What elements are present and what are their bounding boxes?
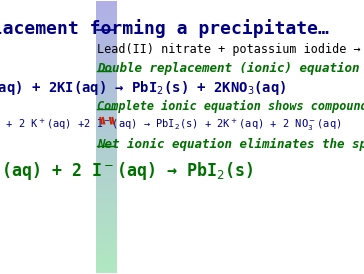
Text: Double replacement (ionic) equation: Double replacement (ionic) equation	[97, 62, 360, 76]
Text: Double replacement forming a precipitate…: Double replacement forming a precipitate…	[0, 19, 329, 38]
Text: Lead(II) nitrate + potassium iodide → lead(II) iodide + potassium nitrate: Lead(II) nitrate + potassium iodide → le…	[97, 43, 364, 56]
Text: Pb$^{2+}$(aq) + 2 NO$_3^-$(aq) + 2 K$^+$(aq) +2 I$^-$(aq) → PbI$_2$(s) + 2K$^+$(: Pb$^{2+}$(aq) + 2 NO$_3^-$(aq) + 2 K$^+$…	[0, 116, 342, 133]
Text: Pb(NO$_3$)$_2$(aq) + 2KI(aq) → PbI$_2$(s) + 2KNO$_3$(aq): Pb(NO$_3$)$_2$(aq) + 2KI(aq) → PbI$_2$(s…	[0, 79, 286, 97]
Text: Net ionic equation eliminates the spectator ions: Net ionic equation eliminates the specta…	[97, 138, 364, 151]
Text: Complete ionic equation shows compounds as aqueous ions: Complete ionic equation shows compounds …	[97, 100, 364, 113]
Text: Pb$^{2+}$(aq) + 2 I$^-$(aq) → PbI$_2$(s): Pb$^{2+}$(aq) + 2 I$^-$(aq) → PbI$_2$(s)	[0, 159, 253, 183]
